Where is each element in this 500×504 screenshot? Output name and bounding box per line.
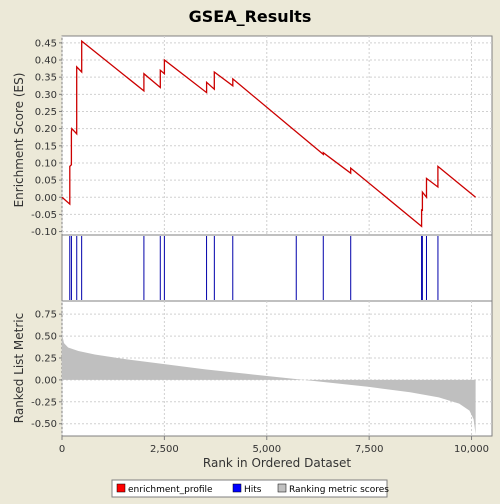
enrichment-tick-label: 0.45 xyxy=(35,38,57,49)
x-tick-label: 7,500 xyxy=(355,444,384,455)
legend-swatch xyxy=(116,483,126,493)
metric-tick-label: -0.25 xyxy=(31,397,57,408)
enrichment-plot-area xyxy=(61,35,493,236)
legend-swatch xyxy=(277,483,287,493)
enrichment-tick-label: 0.20 xyxy=(35,124,57,135)
enrichment-tick-label: 0.15 xyxy=(35,141,57,152)
legend-swatch xyxy=(232,483,242,493)
enrichment-tick-label: 0.30 xyxy=(35,90,57,101)
metric-tick-label: -0.50 xyxy=(31,419,57,430)
enrichment-tick-label: 0.25 xyxy=(35,107,57,118)
metric-tick-label: 0.75 xyxy=(35,310,57,321)
x-tick-label: 0 xyxy=(59,444,65,455)
x-axis-label: Rank in Ordered Dataset xyxy=(203,456,351,470)
enrichment-y-ticks: -0.10 -0.05 0.00 0.05 0.10 0.15 0.20 0.25 0.30 0.… xyxy=(31,38,62,238)
chart-title: GSEA_Results xyxy=(189,7,312,26)
x-tick-label: 10,000 xyxy=(454,444,489,455)
legend: enrichment_profile Hits Ranking metric sco… xyxy=(111,479,389,498)
hit-markers xyxy=(69,236,439,300)
enrichment-tick-label: 0.00 xyxy=(35,193,57,204)
hits-plot-area xyxy=(61,234,493,302)
enrichment-tick-label: 0.05 xyxy=(35,176,57,187)
enrichment-tick-label: -0.10 xyxy=(31,227,57,238)
metric-y-ticks: -0.50 -0.25 0.00 0.25 0.50 0.75 xyxy=(31,310,62,430)
enrichment-tick-label: 0.40 xyxy=(35,56,57,67)
enrichment-score-panel: -0.10 -0.05 0.00 0.05 0.10 0.15 0.20 0.25 0.30 0.… xyxy=(12,35,493,238)
x-axis: 0 2,500 5,000 7,500 10,000 xyxy=(59,436,489,455)
enrichment-profile-line xyxy=(61,39,477,228)
x-tick-label: 5,000 xyxy=(252,444,281,455)
metric-tick-label: 0.25 xyxy=(35,353,57,364)
metric-tick-label: 0.50 xyxy=(35,332,57,343)
legend-label: Hits xyxy=(244,485,262,495)
enrichment-y-label: Enrichment Score (ES) xyxy=(12,73,26,208)
enrichment-tick-label: 0.35 xyxy=(35,73,57,84)
metric-y-label: Ranked List Metric xyxy=(12,313,26,423)
legend-label: enrichment_profile xyxy=(128,485,213,495)
metric-tick-label: 0.00 xyxy=(35,375,57,386)
ranking-metric-area xyxy=(62,334,476,435)
legend-box xyxy=(111,479,388,498)
x-tick-label: 2,500 xyxy=(150,444,179,455)
ranked-metric-panel: -0.50 -0.25 0.00 0.25 0.50 0.75 Ranked List M… xyxy=(12,300,493,437)
hits-panel xyxy=(61,234,493,302)
enrichment-tick-label: -0.05 xyxy=(31,210,57,221)
enrichment-tick-label: 0.10 xyxy=(35,158,57,169)
legend-label: Ranking metric scores xyxy=(289,485,389,495)
